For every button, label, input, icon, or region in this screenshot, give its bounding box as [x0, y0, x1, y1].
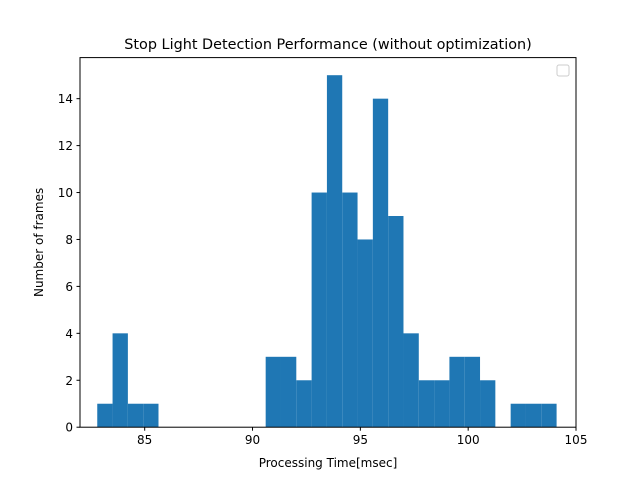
histogram-bar: [525, 403, 542, 428]
histogram-bar: [342, 192, 358, 428]
histogram-bar: [97, 403, 113, 428]
x-axis-label: Processing Time[msec]: [259, 456, 398, 470]
histogram-bar: [388, 216, 404, 428]
histogram-bar: [127, 403, 144, 428]
x-tick-label: 105: [565, 433, 588, 447]
histogram-bar: [541, 403, 557, 428]
x-tick-label: 100: [457, 433, 480, 447]
histogram-bar: [480, 380, 496, 428]
y-axis-ticks: 0 2 4 6 8 10 12 14: [58, 92, 80, 435]
histogram-bar: [357, 239, 373, 428]
x-axis-ticks: 85 90 95 100 105: [137, 427, 587, 447]
histogram-bar: [418, 380, 435, 428]
histogram-bar: [372, 98, 389, 428]
histogram-bar: [464, 356, 481, 428]
x-tick-label: 95: [353, 433, 368, 447]
histogram-bar: [449, 356, 465, 428]
histogram-bar: [510, 403, 526, 428]
histogram-bar: [326, 75, 343, 428]
histogram-bar: [265, 356, 281, 428]
y-axis-label: Number of frames: [32, 188, 46, 297]
y-tick-label: 14: [58, 92, 73, 106]
histogram-bar: [143, 403, 159, 428]
x-tick-label: 90: [245, 433, 260, 447]
chart-title: Stop Light Detection Performance (withou…: [124, 37, 531, 53]
histogram-bar: [112, 333, 128, 428]
x-tick-label: 85: [137, 433, 152, 447]
y-tick-label: 10: [58, 186, 73, 200]
histogram-bars: [97, 75, 557, 428]
y-tick-label: 0: [65, 421, 73, 435]
y-tick-label: 2: [65, 374, 73, 388]
histogram-bar: [434, 380, 450, 428]
histogram-bar: [296, 380, 312, 428]
y-tick-label: 6: [65, 280, 73, 294]
y-tick-label: 8: [65, 233, 73, 247]
legend-box: [556, 64, 570, 77]
histogram-bar: [311, 192, 327, 428]
histogram-bar: [280, 356, 297, 428]
histogram-bar: [403, 333, 419, 428]
y-tick-label: 4: [65, 327, 73, 341]
axes-frame: [79, 57, 577, 428]
y-tick-label: 12: [58, 139, 73, 153]
